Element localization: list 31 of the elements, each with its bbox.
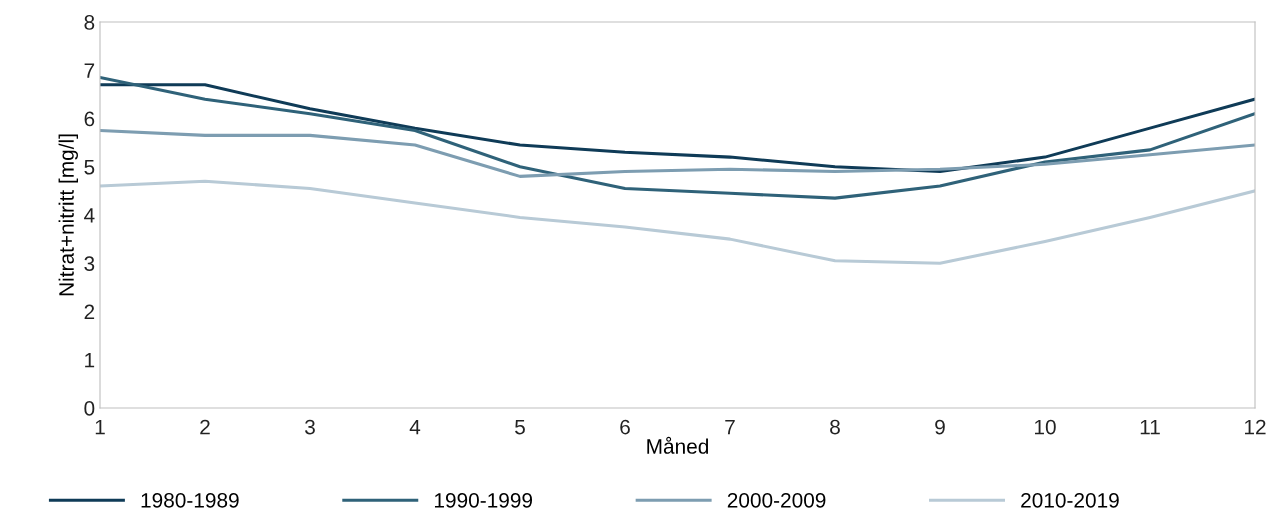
- x-axis-title: Måned: [647, 436, 709, 454]
- line-series: [100, 129, 1255, 178]
- y-tick-label: 0: [84, 401, 95, 416]
- x-tick-label: 12: [1245, 419, 1266, 435]
- y-tick-label: 8: [84, 15, 95, 30]
- x-tick-label: 9: [935, 419, 945, 435]
- legend-label: 1990-1999: [434, 492, 533, 508]
- y-tick-label: 4: [84, 208, 95, 223]
- line-series: [100, 75, 1255, 200]
- legend-label: 1980-1989: [141, 492, 239, 508]
- x-tick-label: 7: [725, 419, 735, 435]
- y-axis-title: Nitrat+nitritt [mg/l]: [58, 134, 78, 296]
- x-tick-label: 5: [515, 419, 525, 435]
- y-tick-label: 1: [85, 352, 95, 368]
- x-tick-label: 8: [830, 419, 840, 435]
- y-tick-label: 3: [84, 256, 95, 271]
- x-tick-label: 3: [305, 419, 315, 435]
- y-tick-label: 5: [84, 159, 95, 175]
- x-tick-label: 2: [200, 419, 210, 435]
- line-series: [100, 83, 1255, 174]
- line-series: [100, 179, 1255, 265]
- y-tick-label: 2: [84, 304, 95, 320]
- y-tick-label: 7: [84, 63, 95, 78]
- legend-label: 2010-2019: [1021, 492, 1119, 508]
- x-tick-label: 4: [409, 419, 421, 435]
- x-tick-label: 10: [1035, 419, 1056, 435]
- y-tick-label: 6: [84, 111, 95, 127]
- x-tick-label: 11: [1140, 419, 1160, 435]
- legend-label: 2000-2009: [727, 492, 826, 508]
- x-tick-label: 1: [95, 419, 105, 435]
- x-tick-label: 6: [620, 419, 630, 435]
